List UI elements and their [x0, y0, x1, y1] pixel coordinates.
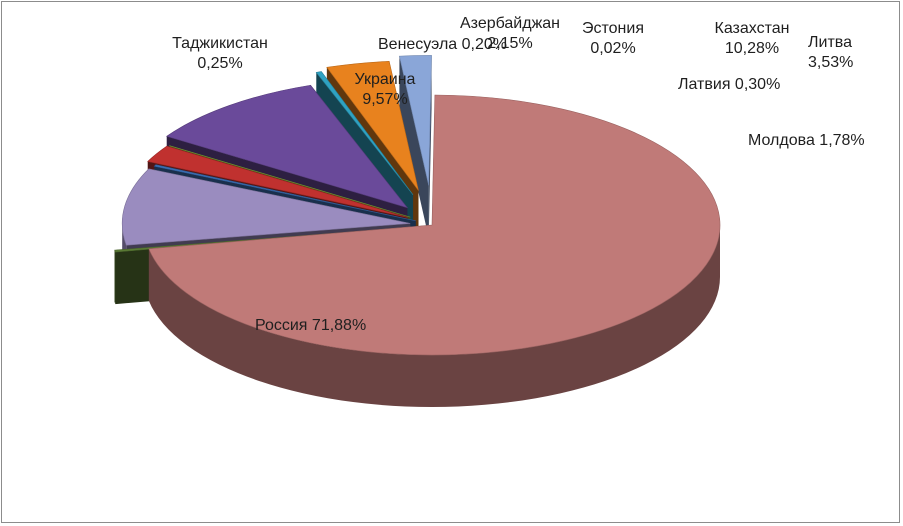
slice-top	[168, 145, 411, 218]
slice-label-value-6: 10,28%	[725, 40, 779, 57]
slice-label-name-8: Литва	[808, 34, 852, 51]
slice-label-value-2: 9,57%	[362, 91, 407, 108]
slice-top	[121, 168, 411, 246]
slice-label-name-5: Эстония	[582, 20, 644, 37]
slice-label-7: Латвия 0,30%	[678, 76, 780, 93]
slice-label-name-4: Азербайджан	[460, 15, 560, 32]
slice-side	[148, 225, 721, 408]
slice-wall	[399, 56, 429, 238]
pie-slices-layer	[114, 55, 721, 408]
slice-label-3: Венесуэла 0,20%	[378, 36, 507, 53]
pie-labels-layer: Россия 71,88% Таджикистан 0,25% Украина 9,57…	[172, 15, 865, 334]
slice-label-value-1: 0,25%	[197, 55, 242, 72]
pie-slice-0	[148, 94, 721, 408]
slice-top	[315, 71, 414, 196]
slice-top	[399, 55, 432, 186]
slice-label-0: Россия 71,88%	[255, 317, 366, 334]
slice-side	[114, 250, 116, 305]
slice-top	[153, 164, 416, 222]
slice-label-9: Молдова 1,78%	[748, 132, 865, 149]
slice-top	[166, 84, 409, 209]
slice-label-name-6: Казахстан	[715, 20, 790, 37]
slice-label-name-1: Таджикистан	[172, 35, 268, 52]
slice-label-value-8: 3,53%	[808, 54, 853, 71]
slice-top	[326, 60, 419, 191]
slice-top	[147, 145, 408, 218]
pie-slice-9	[399, 55, 432, 238]
slice-top	[148, 94, 721, 356]
slice-label-name-2: Украина	[355, 71, 416, 88]
slice-label-value-5: 0,02%	[590, 40, 635, 57]
slice-label-value-4: 2,15%	[487, 35, 532, 52]
